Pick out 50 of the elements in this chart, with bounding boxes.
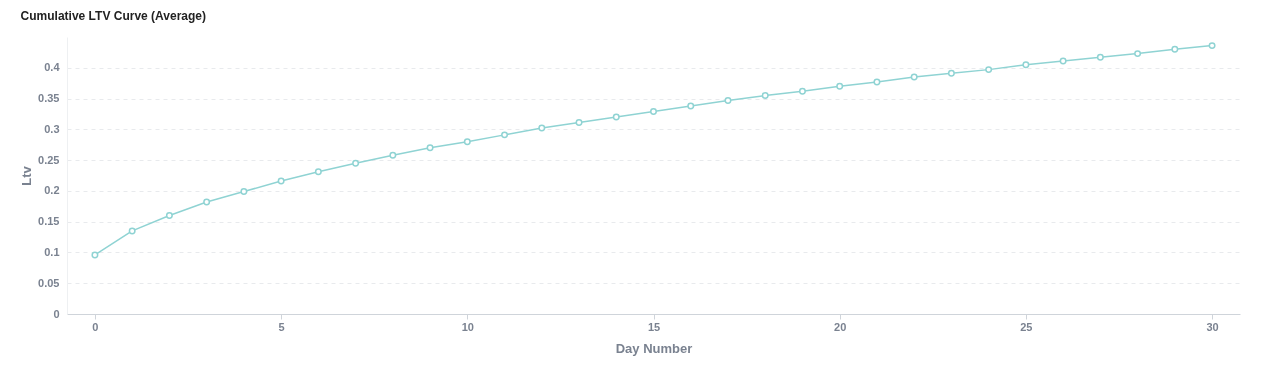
x-tick-label: 5	[278, 320, 285, 333]
y-tick-label: 0.3	[44, 122, 60, 135]
point	[352, 159, 360, 167]
point	[314, 168, 322, 176]
point	[203, 198, 211, 206]
point	[575, 119, 583, 127]
chart-title: Cumulative LTV Curve (Average)	[20, 9, 206, 23]
y-tick-label: 0.2	[44, 184, 60, 197]
point	[1096, 53, 1104, 61]
x-tick-label: 20	[834, 320, 847, 333]
point	[910, 73, 918, 81]
point	[426, 144, 434, 152]
point	[1059, 57, 1067, 65]
y-axis-title: Ltv	[19, 165, 35, 186]
point	[687, 102, 695, 110]
point	[836, 82, 844, 90]
point	[1022, 61, 1030, 69]
point	[91, 251, 99, 259]
point	[761, 91, 769, 99]
point	[1208, 42, 1216, 50]
point	[612, 113, 620, 121]
x-axis-title: Day Number	[615, 340, 693, 356]
point	[463, 138, 471, 146]
y-tick-label: 0.1	[44, 245, 60, 258]
point	[873, 78, 881, 86]
point	[1171, 45, 1179, 53]
point	[985, 66, 993, 74]
y-tick-label: 0	[53, 307, 60, 320]
point	[650, 108, 657, 115]
point	[798, 87, 806, 95]
point	[165, 212, 173, 219]
x-tick-label: 0	[92, 320, 99, 333]
y-tick-label: 0.4	[44, 61, 61, 74]
x-tick-label: 15	[647, 320, 661, 333]
y-tick-label: 0.05	[38, 276, 60, 289]
y-tick-label: 0.15	[38, 215, 60, 228]
y-tick-label: 0.25	[38, 153, 60, 166]
x-tick-label: 10	[461, 320, 474, 333]
point	[277, 177, 285, 185]
x-tick-label: 25	[1020, 320, 1033, 333]
point	[389, 151, 397, 159]
point	[724, 96, 732, 104]
point	[1134, 50, 1142, 58]
x-tick-label: 30	[1206, 320, 1219, 333]
y-tick-label: 0.35	[38, 92, 60, 105]
point	[947, 69, 955, 77]
point	[501, 131, 509, 139]
point	[128, 227, 136, 235]
point	[538, 124, 546, 132]
point	[240, 188, 248, 195]
